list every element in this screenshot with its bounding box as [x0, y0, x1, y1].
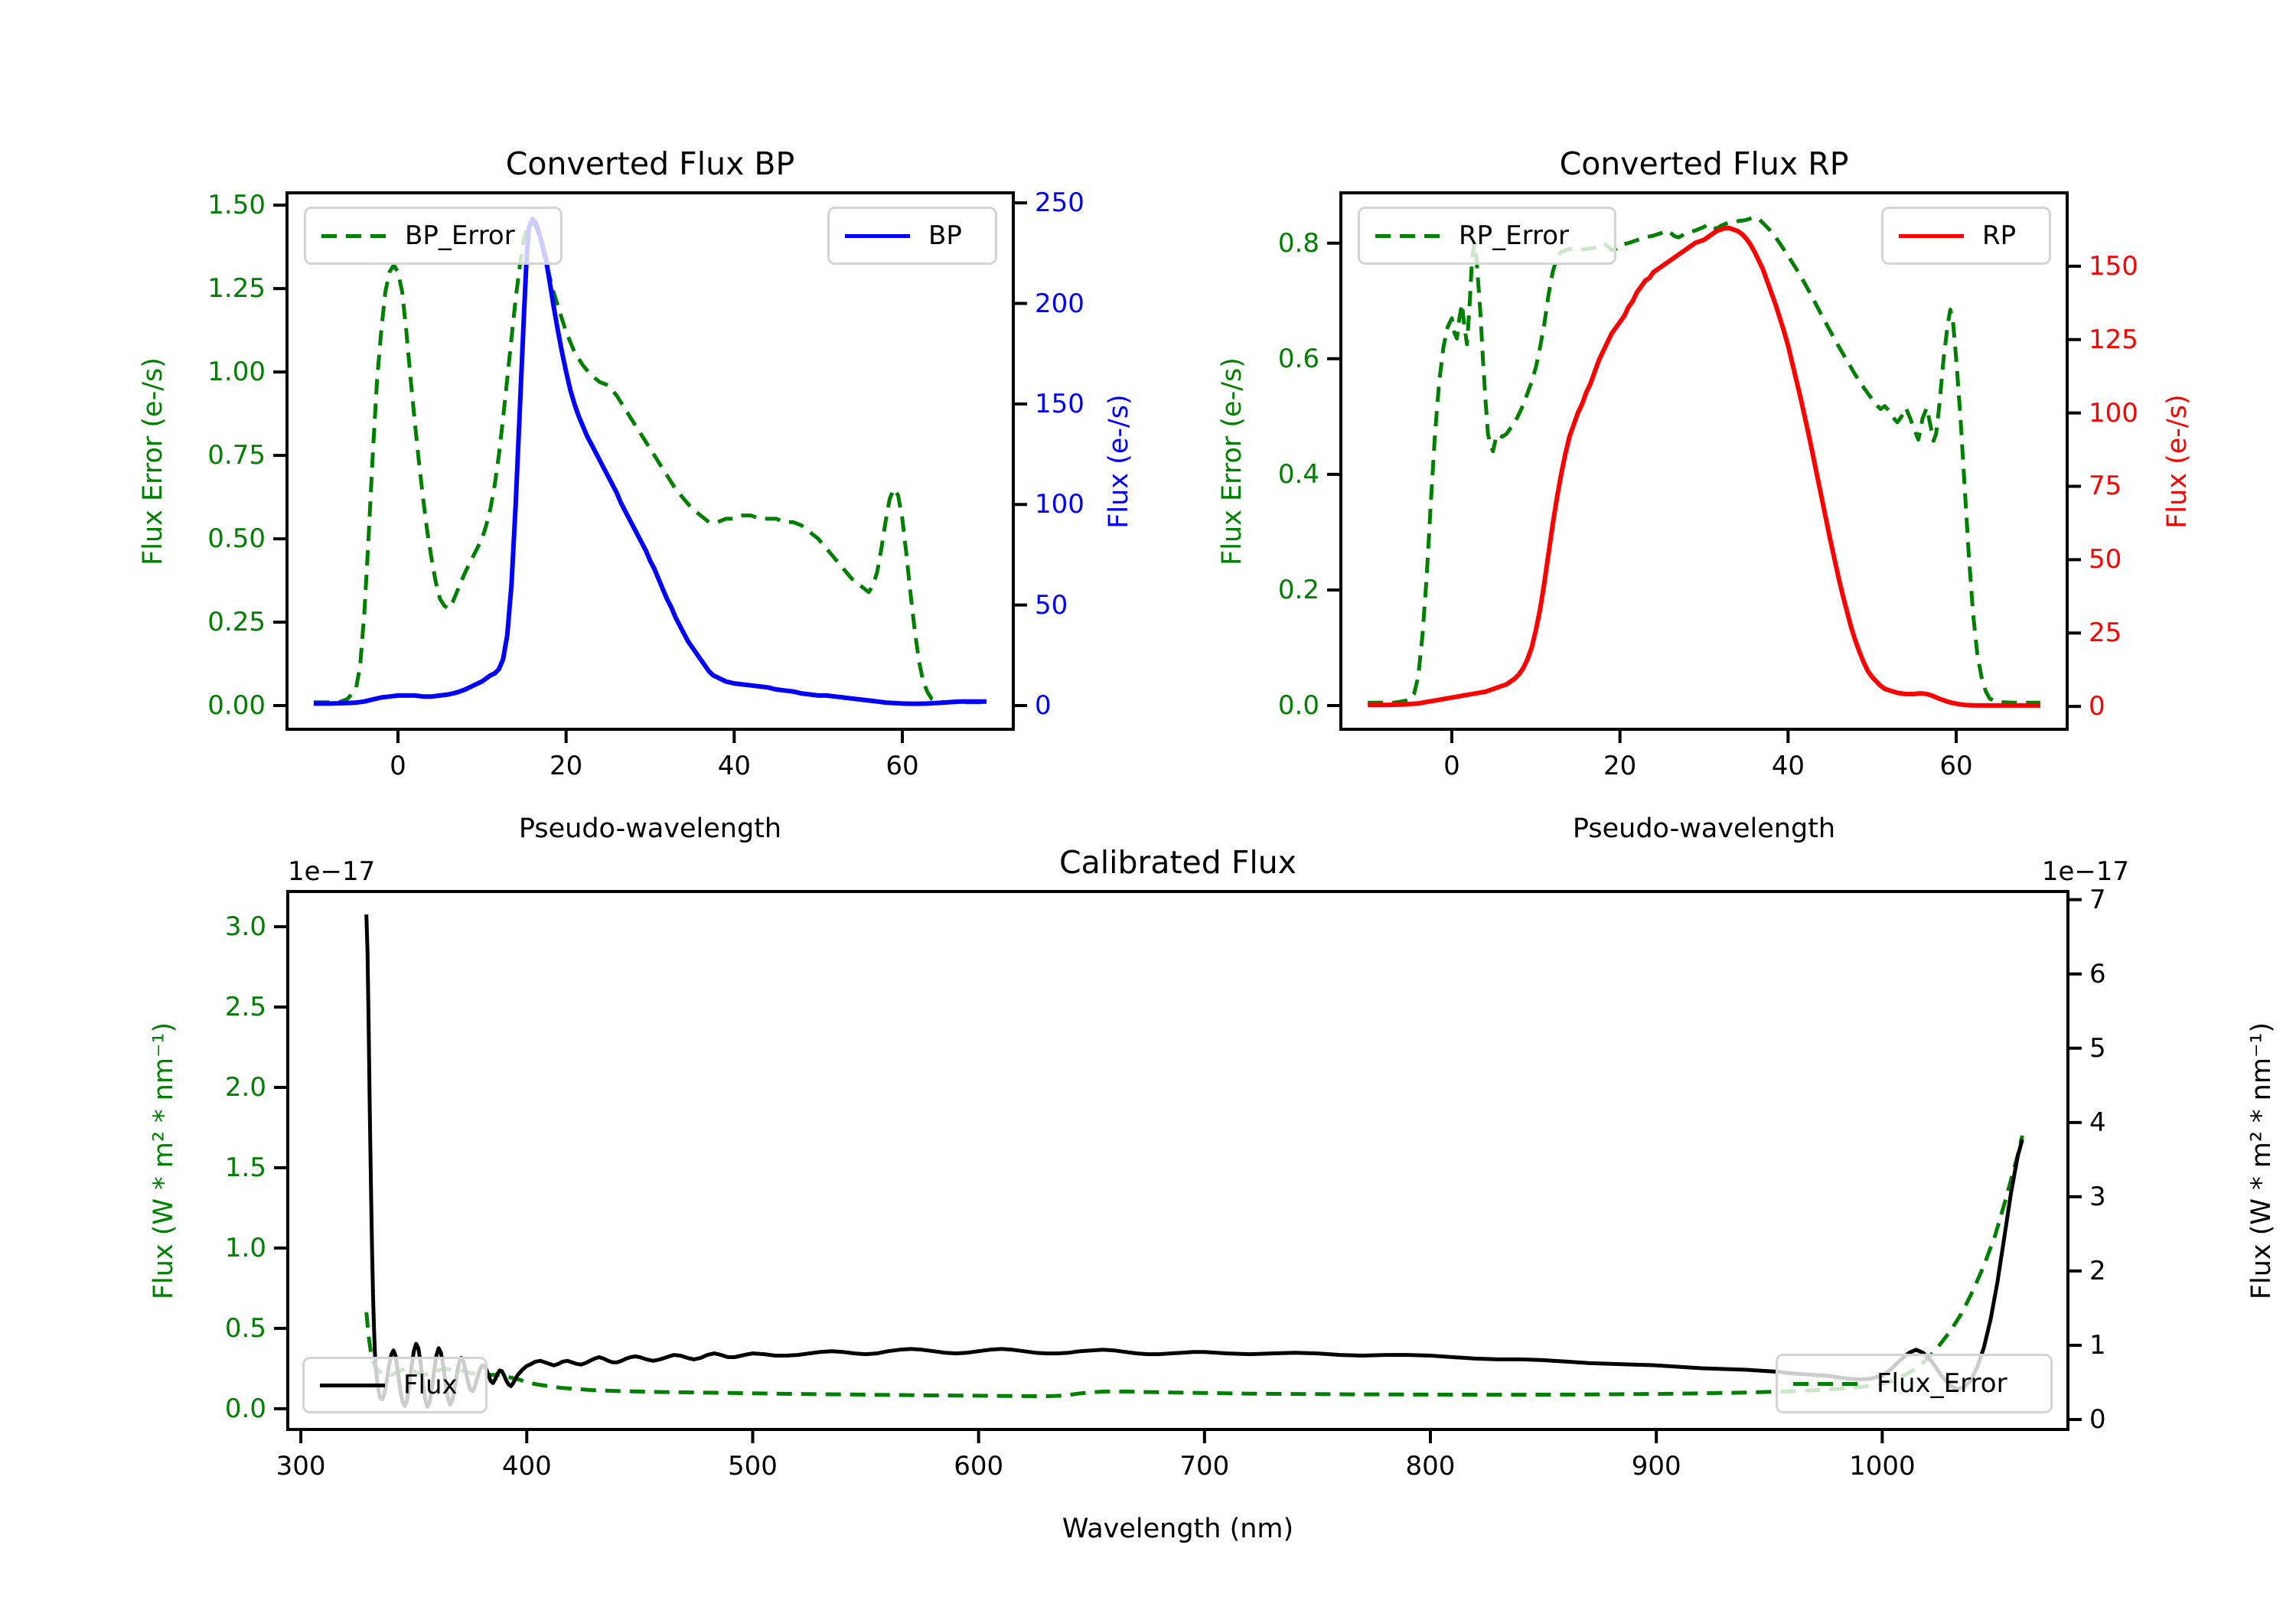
left-y-tick-label: 1.25	[207, 273, 266, 305]
subplot-converted-flux-rp: Converted Flux RP Pseudo-wavelength Flux…	[1217, 145, 2193, 844]
left-y-tick-label: 2.5	[224, 991, 266, 1022]
right-y-tick-label: 250	[1035, 187, 1084, 219]
left-y-tick-label: 3.0	[224, 911, 266, 942]
left-y-tick-label: 1.5	[224, 1152, 266, 1183]
legend-label: RP	[1982, 220, 2017, 251]
x-tick-label: 300	[276, 1451, 326, 1482]
x-tick-label: 900	[1631, 1451, 1681, 1482]
rp-curve	[1368, 226, 2040, 708]
plot-canvas	[1327, 191, 2081, 743]
legend-rp: RP	[1881, 207, 2051, 265]
left-axis-offset-text: 1e−17	[288, 856, 376, 887]
legend-bp-error: BP_Error	[304, 207, 563, 265]
left-y-tick-label: 0.00	[207, 690, 266, 722]
legend-flux-error: Flux_Error	[1776, 1354, 2053, 1413]
left-y-tick-label: 0.0	[224, 1393, 266, 1424]
subplot-calibrated-flux: Calibrated Flux Wavelength (nm) Flux (W …	[148, 844, 2277, 1544]
legend-label: BP_Error	[405, 220, 515, 251]
legend-rp-error: RP_Error	[1358, 207, 1616, 265]
legend-flux: Flux	[302, 1357, 488, 1413]
left-y-tick-label: 0.2	[1277, 574, 1319, 605]
rp-error-curve	[1368, 215, 2040, 705]
right-y-tick-label: 7	[2089, 884, 2106, 915]
right-y-tick-label: 25	[2089, 618, 2122, 649]
x-tick-label: 0	[390, 751, 406, 781]
right-y-tick-label: 150	[1035, 388, 1084, 419]
left-y-tick-label: 0.4	[1277, 458, 1319, 490]
right-y-tick-label: 6	[2089, 958, 2106, 989]
left-y-tick-label: 0.25	[207, 607, 266, 638]
x-tick-label: 60	[1939, 751, 1973, 781]
flux-error-curve	[364, 1135, 2024, 1398]
left-y-tick-label: 0.50	[207, 523, 266, 555]
right-y-tick-label: 75	[2089, 471, 2122, 502]
solid-line-sample-icon	[845, 233, 910, 238]
right-y-tick-label: 50	[2089, 544, 2122, 575]
x-tick-label: 600	[954, 1451, 1004, 1482]
right-y-tick-label: 100	[2089, 397, 2138, 429]
x-tick-label: 500	[728, 1451, 778, 1482]
left-y-tick-label: 2.0	[224, 1071, 266, 1103]
left-y-tick-label: 1.50	[207, 190, 266, 221]
x-tick-label: 40	[717, 751, 751, 781]
right-y-tick-label: 2	[2089, 1255, 2106, 1286]
plot-title: Converted Flux BP	[505, 145, 795, 182]
dashed-line-sample-icon	[321, 233, 386, 238]
left-y-tick-label: 0.6	[1277, 343, 1319, 374]
right-y-tick-label: 125	[2089, 324, 2138, 355]
x-tick-label: 20	[550, 751, 583, 781]
right-y-tick-label: 50	[1035, 589, 1068, 621]
axes-frame	[285, 191, 1015, 731]
right-y-tick-label: 3	[2089, 1181, 2106, 1212]
plot-title: Calibrated Flux	[1058, 844, 1297, 881]
dashed-line-sample-icon	[1375, 233, 1440, 238]
right-axis-offset-text: 1e−17	[2041, 856, 2130, 887]
x-tick-label: 400	[501, 1451, 552, 1482]
bp-error-curve	[314, 220, 987, 705]
x-tick-label: 0	[1443, 751, 1460, 781]
dashed-line-sample-icon	[1793, 1381, 1858, 1386]
left-y-tick-label: 1.00	[207, 357, 266, 388]
bp-curve	[314, 217, 987, 706]
right-y-tick-label: 200	[1035, 288, 1084, 319]
legend-label: BP	[928, 220, 962, 251]
x-tick-label: 40	[1771, 751, 1805, 781]
x-tick-label: 60	[885, 751, 919, 781]
left-y-tick-label: 0.75	[207, 440, 266, 471]
right-y-axis-label: Flux (W * m² * nm⁻¹)	[2246, 1022, 2277, 1299]
legend-bp: BP	[827, 207, 997, 265]
solid-line-sample-icon	[1899, 233, 1964, 238]
solid-line-sample-icon	[320, 1383, 385, 1387]
x-axis-label: Pseudo-wavelength	[1572, 813, 1836, 844]
legend-label: Flux	[403, 1370, 458, 1400]
x-axis-label: Wavelength (nm)	[1062, 1514, 1294, 1544]
right-y-tick-label: 4	[2089, 1107, 2106, 1138]
plot-title: Converted Flux RP	[1559, 145, 1849, 182]
left-y-tick-label: 0.5	[224, 1312, 266, 1344]
left-y-tick-label: 0.8	[1277, 227, 1319, 259]
right-y-tick-label: 1	[2089, 1329, 2106, 1361]
plot-canvas	[274, 890, 2082, 1443]
axes-frame	[286, 890, 2069, 1431]
axes-frame	[1339, 191, 2069, 731]
left-y-tick-label: 0.0	[1277, 690, 1319, 722]
x-tick-label: 800	[1405, 1451, 1456, 1482]
flux-curve	[364, 914, 2024, 1409]
x-tick-label: 1000	[1849, 1451, 1916, 1482]
right-y-tick-label: 0	[2089, 1403, 2106, 1435]
right-y-tick-label: 0	[1035, 689, 1052, 721]
left-y-tick-label: 1.0	[224, 1232, 266, 1263]
right-y-tick-label: 5	[2089, 1032, 2106, 1064]
x-tick-label: 700	[1179, 1451, 1230, 1482]
legend-label: Flux_Error	[1877, 1368, 2007, 1399]
legend-label: RP_Error	[1459, 220, 1570, 251]
x-tick-label: 20	[1603, 751, 1637, 781]
x-axis-label: Pseudo-wavelength	[518, 813, 782, 844]
plot-canvas	[273, 191, 1027, 743]
subplot-converted-flux-bp: Converted Flux BP Pseudo-wavelength Flux…	[138, 145, 1134, 844]
right-y-tick-label: 100	[1035, 489, 1084, 520]
right-y-tick-label: 150	[2089, 250, 2138, 282]
right-y-tick-label: 0	[2089, 691, 2105, 722]
